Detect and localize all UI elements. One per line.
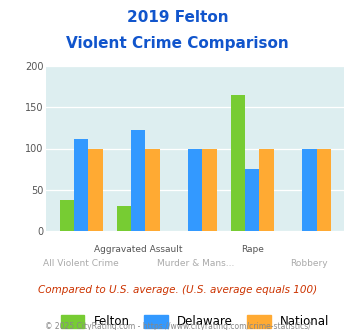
Bar bbox=[88, 148, 103, 231]
Bar bbox=[231, 95, 245, 231]
Text: 2019 Felton: 2019 Felton bbox=[127, 10, 228, 25]
Text: Aggravated Assault: Aggravated Assault bbox=[94, 245, 182, 254]
Text: Compared to U.S. average. (U.S. average equals 100): Compared to U.S. average. (U.S. average … bbox=[38, 285, 317, 295]
Bar bbox=[202, 148, 217, 231]
Bar bbox=[260, 148, 274, 231]
Bar bbox=[60, 200, 74, 231]
Bar bbox=[145, 148, 160, 231]
Legend: Felton, Delaware, National: Felton, Delaware, National bbox=[55, 310, 335, 330]
Text: Rape: Rape bbox=[241, 245, 264, 254]
Text: © 2025 CityRating.com - https://www.cityrating.com/crime-statistics/: © 2025 CityRating.com - https://www.city… bbox=[45, 322, 310, 330]
Bar bbox=[74, 139, 88, 231]
Text: Robbery: Robbery bbox=[291, 259, 328, 268]
Bar bbox=[188, 148, 202, 231]
Bar bbox=[117, 206, 131, 231]
Text: Violent Crime Comparison: Violent Crime Comparison bbox=[66, 36, 289, 51]
Bar bbox=[302, 148, 317, 231]
Text: All Violent Crime: All Violent Crime bbox=[43, 259, 119, 268]
Bar bbox=[317, 148, 331, 231]
Text: Murder & Mans...: Murder & Mans... bbox=[157, 259, 234, 268]
Bar bbox=[131, 130, 145, 231]
Bar bbox=[245, 169, 260, 231]
